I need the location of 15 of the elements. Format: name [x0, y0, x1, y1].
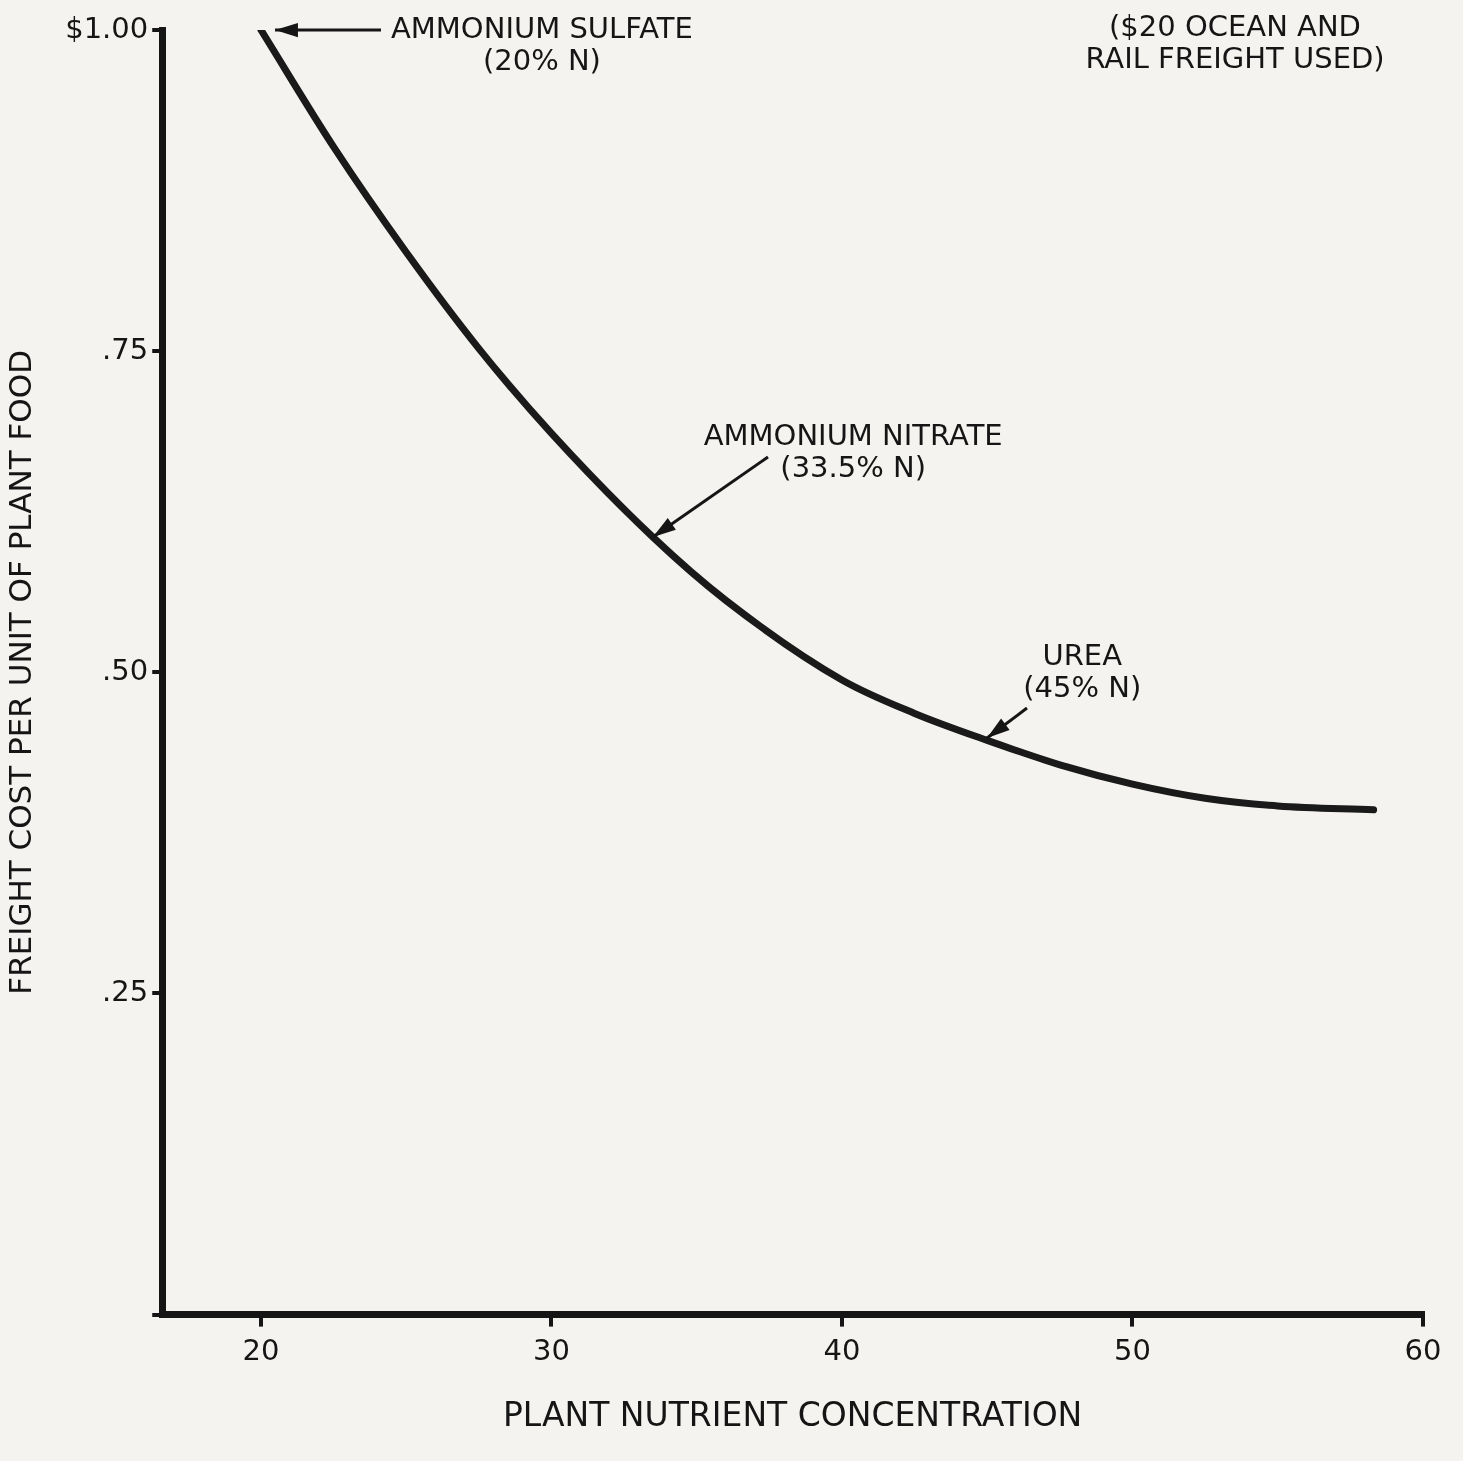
y-tick-label: .75 [102, 331, 149, 366]
x-tick-label: 30 [533, 1332, 570, 1367]
x-tick-label: 20 [242, 1332, 280, 1367]
annotation: AMMONIUM SULFATE (20% N) [390, 10, 693, 77]
y-axis-title: FREIGHT COST PER UNIT OF PLANT FOOD [1, 349, 38, 995]
x-tick-label: 40 [823, 1332, 861, 1367]
y-tick-label: $1.00 [65, 10, 149, 45]
y-tick-label: .50 [102, 652, 149, 687]
x-tick-label: 50 [1114, 1332, 1151, 1367]
annotation: UREA (45% N) [1023, 638, 1142, 705]
x-axis-title: PLANT NUTRIENT CONCENTRATION [502, 1394, 1083, 1434]
annotation: ($20 OCEAN AND RAIL FREIGHT USED) [1085, 8, 1385, 75]
y-tick-label: .25 [102, 973, 149, 1008]
annotation: AMMONIUM NITRATE (33.5% N) [703, 417, 1003, 484]
x-tick-label: 60 [1404, 1332, 1442, 1367]
